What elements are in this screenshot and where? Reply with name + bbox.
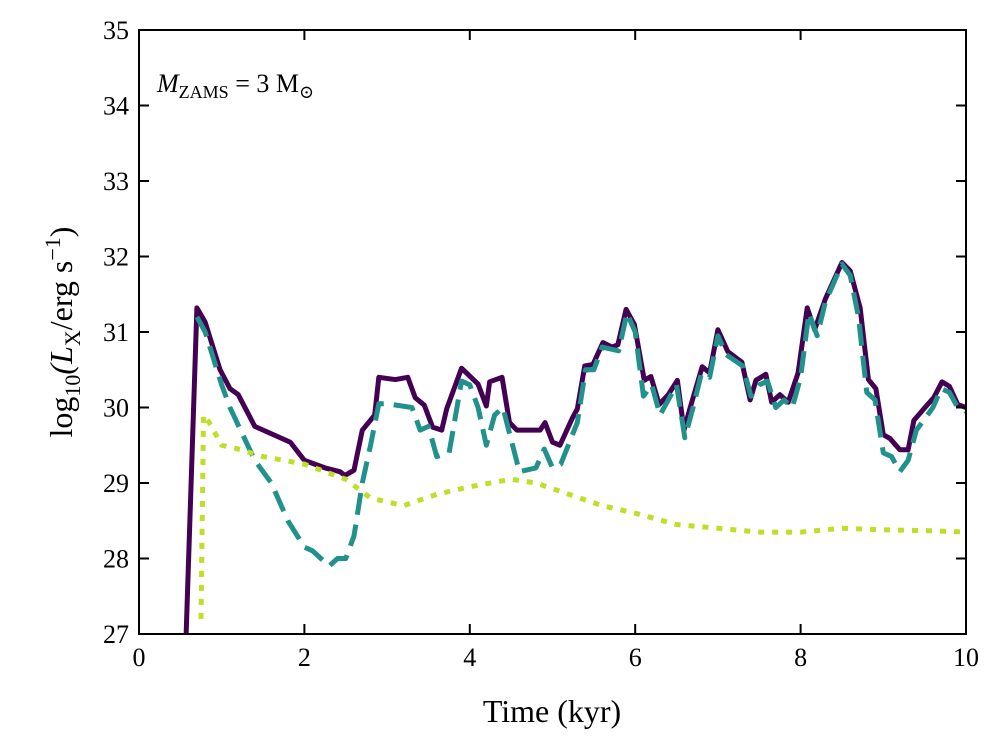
annotation-part: ZAMS: [179, 82, 229, 102]
y-label-part: ): [43, 227, 79, 238]
y-tick-label: 32: [103, 243, 129, 272]
y-tick-label: 35: [103, 16, 129, 45]
line: [183, 260, 966, 634]
y-label: log10(LX/erg s−1): [40, 227, 85, 438]
x-tick-label: 6: [629, 643, 642, 672]
x-tick-label: 10: [953, 643, 979, 672]
y-tick-label: 29: [103, 469, 129, 498]
annotation-part: = 3 M: [229, 69, 299, 98]
y-tick-label: 30: [103, 394, 129, 423]
annotation-part: ⊙: [299, 82, 314, 102]
y-label-part: X: [60, 330, 85, 346]
annotation: MZAMS = 3 M⊙: [156, 69, 314, 102]
line: [198, 412, 966, 619]
y-label-part: 10: [60, 375, 85, 397]
y-tick-label: 31: [103, 318, 129, 347]
y-tick-label: 34: [103, 92, 129, 121]
line: [194, 261, 966, 569]
y-tick-label: 28: [103, 545, 129, 574]
x-tick-label: 4: [463, 643, 476, 672]
y-tick-label: 33: [103, 167, 129, 196]
y-label-part: /erg s: [43, 261, 79, 331]
frame: [138, 29, 967, 635]
y-label-part: log: [43, 397, 79, 438]
x-tick-label: 2: [298, 643, 311, 672]
x-label: Time (kyr): [483, 693, 621, 729]
x-tick-label: 0: [133, 643, 146, 672]
y-label-part: −1: [40, 237, 65, 260]
y-tick-label: 27: [103, 620, 129, 649]
plot-area: [183, 260, 966, 634]
x-tick-label: 8: [794, 643, 807, 672]
annotation-part: M: [156, 69, 180, 98]
y-label-part: (L: [43, 346, 79, 374]
